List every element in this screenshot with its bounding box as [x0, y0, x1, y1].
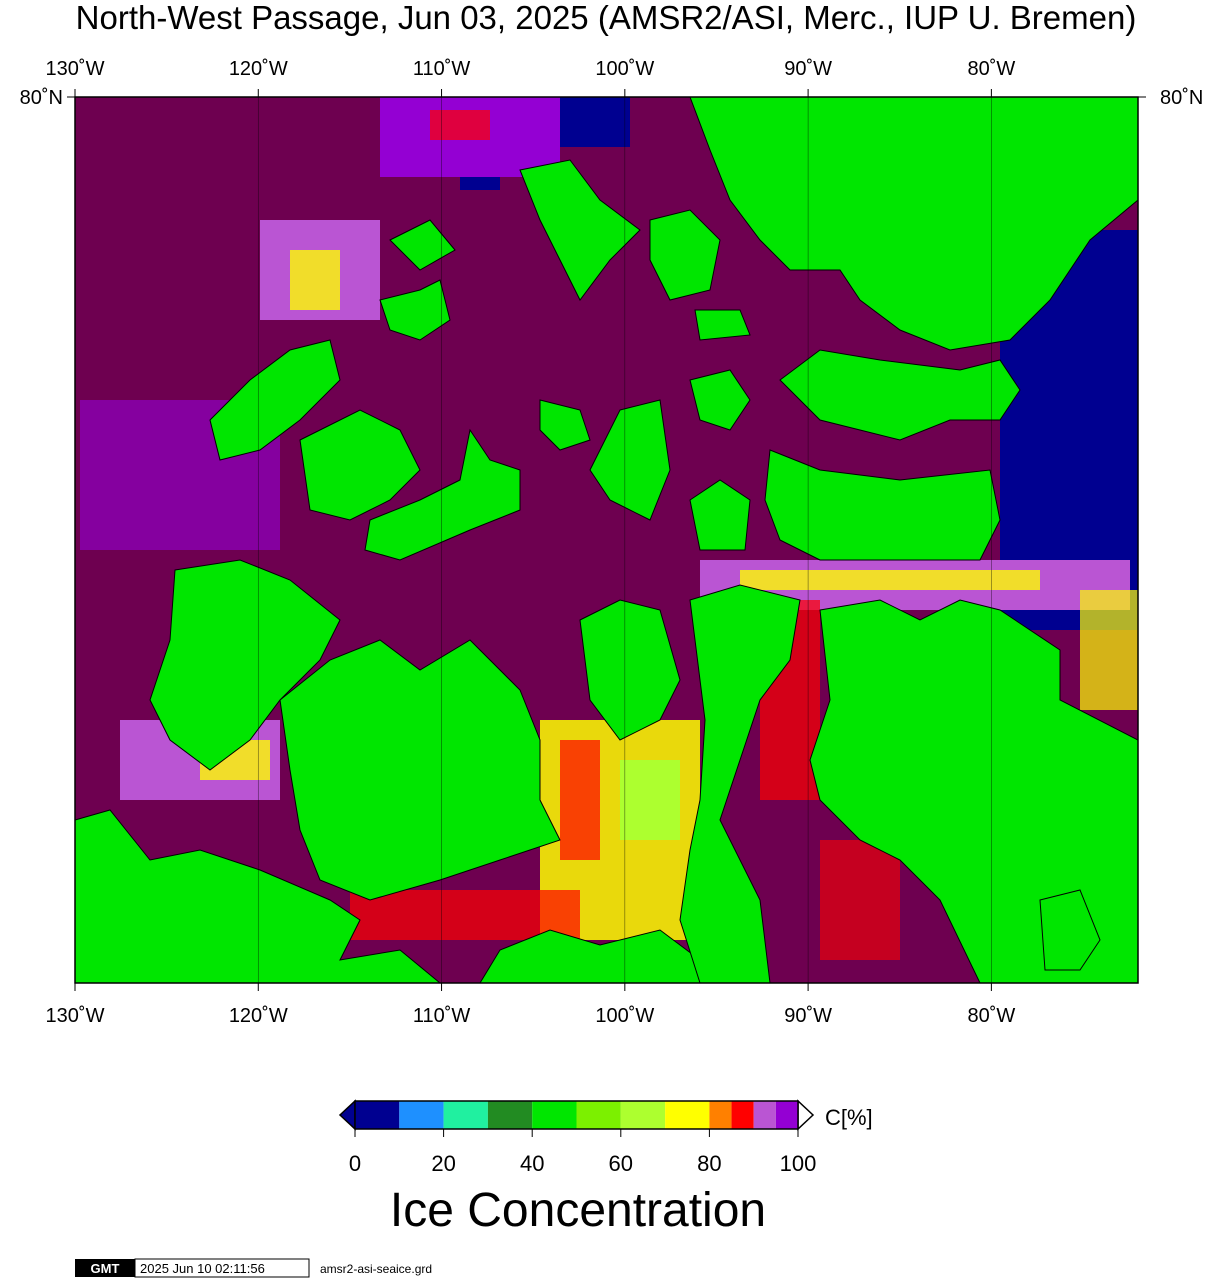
colorbar-tick-label: 80 [697, 1151, 721, 1176]
color-step [576, 1101, 621, 1129]
color-step [665, 1101, 710, 1129]
lon-label-bottom: 90˚W [784, 1005, 832, 1027]
colorbar-tick-label: 0 [349, 1151, 361, 1176]
lon-label-top: 120˚W [229, 58, 288, 80]
map-area [75, 97, 1138, 983]
colorbar: 0 20 40 60 80 100 [338, 1099, 817, 1176]
lon-label-top: 100˚W [595, 58, 654, 80]
colorbar-tick-label: 100 [780, 1151, 817, 1176]
under-triangle [338, 1099, 356, 1131]
color-step [487, 1101, 533, 1129]
color-step [731, 1101, 754, 1129]
color-step [775, 1101, 798, 1129]
lat-label-left: 80˚N [20, 87, 63, 109]
lon-label-top: 130˚W [46, 58, 105, 80]
colorbar-tick-label: 20 [431, 1151, 455, 1176]
timestamp-box [134, 1258, 310, 1278]
color-step [709, 1101, 732, 1129]
logo-box [75, 1259, 135, 1277]
colorbar-unit: C[%] [825, 1105, 873, 1130]
color-step [399, 1101, 444, 1129]
logo: GMT [91, 1261, 120, 1276]
footer: GMT 2025 Jun 10 02:11:56 amsr2-asi-seaic… [75, 1258, 432, 1278]
meridians [75, 97, 992, 983]
lon-label-bottom: 110˚W [413, 1005, 471, 1027]
lon-label-bottom: 130˚W [46, 1005, 105, 1027]
colorbar-tick-label: 60 [609, 1151, 633, 1176]
land [75, 97, 1138, 983]
colorbar-title: Ice Concentration [390, 1184, 766, 1237]
map-labels: 130˚W 130˚W 120˚W 120˚W 110˚W 110˚W 100˚W 100˚W… [20, 58, 1204, 1027]
lon-label-bottom: 120˚W [229, 1005, 288, 1027]
map-title: North-West Passage, Jun 03, 2025 (AMSR2/… [76, 0, 1137, 36]
color-step [753, 1101, 776, 1129]
lon-label-bottom: 100˚W [595, 1005, 654, 1027]
over-triangle [797, 1099, 815, 1131]
file-name: amsr2-asi-seaice.grd [320, 1262, 432, 1276]
lon-label-top: 110˚W [413, 58, 471, 80]
timestamp: 2025 Jun 10 02:11:56 [140, 1261, 265, 1276]
color-step [532, 1101, 577, 1129]
colorbar-tick-label: 40 [520, 1151, 544, 1176]
colorbar-frame [354, 1100, 799, 1130]
color-step [443, 1101, 488, 1129]
color-step [355, 1101, 400, 1129]
lon-label-top: 90˚W [784, 58, 832, 80]
lon-label-top: 80˚W [967, 58, 1015, 80]
color-step [620, 1101, 666, 1129]
lat-label-right: 80˚N [1160, 87, 1203, 109]
map-frame [74, 96, 1139, 984]
lon-label-bottom: 80˚W [967, 1005, 1015, 1027]
